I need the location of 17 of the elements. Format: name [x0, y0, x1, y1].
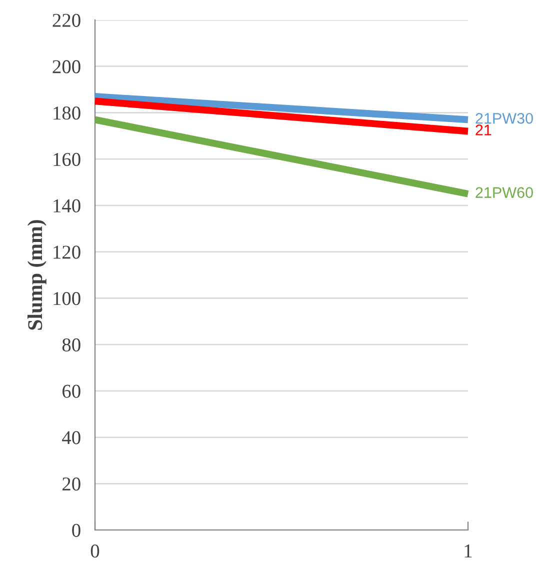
y-tick-label: 0	[72, 524, 80, 537]
y-tick-label: 160	[54, 152, 80, 166]
y-tick-label: 180	[54, 106, 80, 120]
y-tick-label: 200	[52, 60, 80, 74]
y-tick-label: 20	[62, 477, 80, 491]
y-tick-label: 40	[62, 431, 80, 444]
y-tick-label: 140	[54, 199, 80, 212]
y-tick-label: 220	[52, 14, 80, 27]
y-tick-label: 100	[54, 292, 80, 306]
y-tick-label: 120	[54, 246, 80, 259]
y-axis-title: Slump (mm)	[27, 220, 46, 330]
x-tick-label: 1	[464, 544, 472, 558]
y-tick-label: 80	[62, 338, 80, 352]
series-label: 21PW60	[476, 187, 533, 198]
series-label: 21PW30	[476, 112, 533, 124]
series-label: 21	[476, 124, 492, 136]
y-tick-label: 60	[62, 384, 80, 398]
